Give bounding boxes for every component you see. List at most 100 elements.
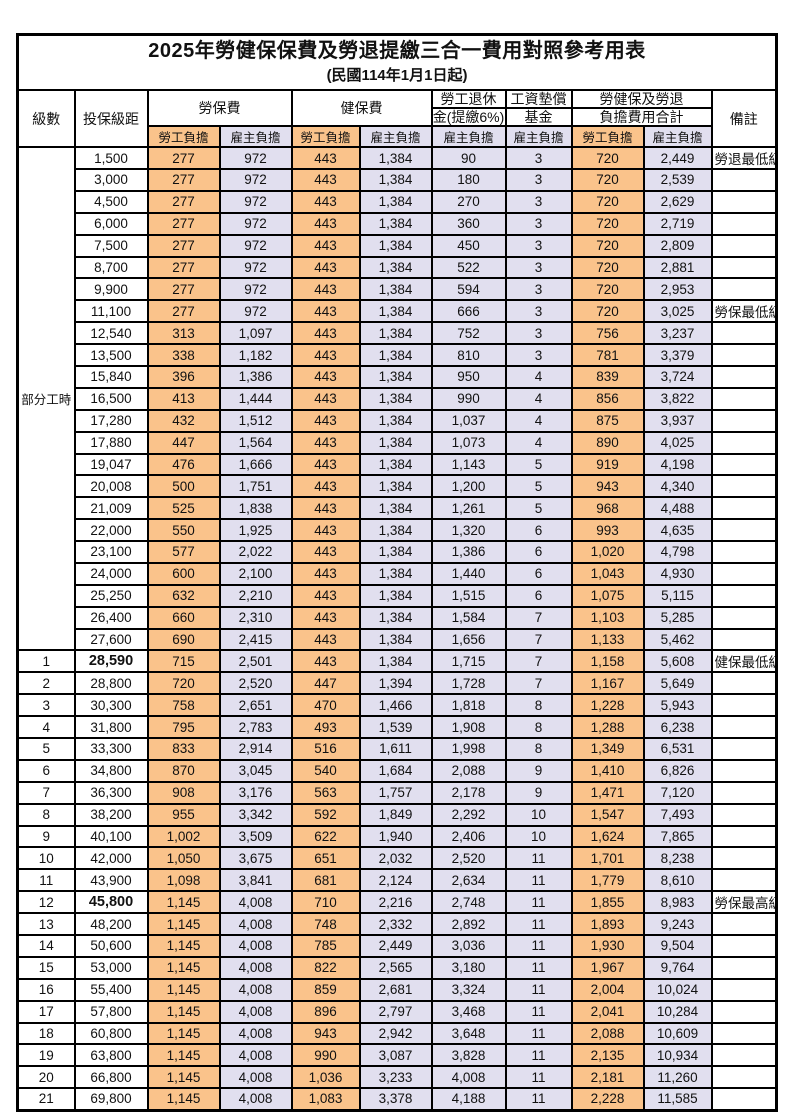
fee-cell: 1,684 bbox=[358, 758, 433, 783]
fee-cell: 1,384 bbox=[358, 430, 433, 455]
fee-cell: 277 bbox=[146, 277, 221, 302]
col-header-total-line2: 負擔費用合計 bbox=[570, 107, 713, 127]
table-row: 17,280 432 1,512 443 1,384 1,037 4 875 3,937 bbox=[18, 408, 778, 433]
table-row: 6 34,800 870 3,045 540 1,684 2,088 9 1,410 6,826 bbox=[16, 758, 778, 783]
fee-cell: 3,378 bbox=[358, 1087, 433, 1111]
fee-cell: 1,083 bbox=[290, 1087, 361, 1111]
bracket-cell: 31,800 bbox=[73, 715, 149, 739]
fee-cell: 2,088 bbox=[430, 758, 507, 783]
bracket-cell: 50,600 bbox=[73, 934, 149, 958]
level-cell: 18 bbox=[16, 1021, 76, 1046]
fee-cell: 720 bbox=[570, 146, 645, 170]
fee-cell: 943 bbox=[570, 474, 645, 499]
fee-cell: 4,798 bbox=[642, 540, 713, 564]
fee-cell: 2,135 bbox=[570, 1043, 645, 1068]
fee-cell: 10,609 bbox=[642, 1021, 713, 1046]
level-cell: 13 bbox=[16, 912, 76, 936]
subheader-row: 勞工負擔 雇主負擔 勞工負擔 雇主負擔 雇主負擔 雇主負擔 勞工負擔 雇主負擔 bbox=[18, 125, 777, 148]
level-cell: 17 bbox=[16, 999, 76, 1024]
fee-cell: 720 bbox=[570, 189, 645, 214]
table-row: 13 48,200 1,145 4,008 748 2,332 2,892 11 1,893 9,… bbox=[16, 912, 778, 936]
remark-cell bbox=[710, 824, 778, 849]
fee-cell: 3,180 bbox=[430, 955, 507, 980]
fee-cell: 1,384 bbox=[358, 408, 433, 433]
fee-cell: 859 bbox=[290, 977, 361, 1002]
fee-cell: 3,237 bbox=[642, 321, 713, 346]
fee-cell: 432 bbox=[146, 408, 221, 433]
fee-cell: 5,285 bbox=[642, 605, 713, 630]
remark-cell bbox=[710, 518, 778, 542]
fee-cell: 2,041 bbox=[570, 999, 645, 1024]
fee-cell: 972 bbox=[218, 277, 293, 302]
fee-cell: 720 bbox=[570, 168, 645, 192]
fee-cell: 10 bbox=[504, 824, 573, 849]
remark-cell bbox=[710, 1065, 778, 1090]
bracket-cell: 1,500 bbox=[73, 146, 149, 170]
fee-cell: 2,520 bbox=[218, 671, 293, 696]
fee-cell: 1,384 bbox=[358, 452, 433, 477]
fee-cell: 6,531 bbox=[642, 737, 713, 761]
fee-cell: 1,145 bbox=[146, 999, 221, 1024]
remark-cell bbox=[710, 255, 778, 280]
bracket-cell: 11,100 bbox=[73, 299, 149, 324]
table-row: 12 45,800 1,145 4,008 710 2,216 2,748 11 1,855 8,… bbox=[16, 890, 778, 915]
fee-cell: 2,719 bbox=[642, 211, 713, 236]
fee-cell: 270 bbox=[430, 189, 507, 214]
fee-cell: 2,520 bbox=[430, 846, 507, 871]
level-cell: 9 bbox=[16, 824, 76, 849]
remark-cell bbox=[710, 233, 778, 258]
col-header-health-insurance: 健保費 bbox=[290, 89, 433, 127]
col-header-pension-line2: 金(提繳6%) bbox=[430, 107, 507, 127]
table-row: 23,100 577 2,022 443 1,384 1,386 6 1,020 4,798 bbox=[18, 540, 778, 564]
fee-cell: 720 bbox=[570, 299, 645, 324]
fee-cell: 752 bbox=[430, 321, 507, 346]
fee-cell: 1,444 bbox=[218, 386, 293, 411]
fee-cell: 3 bbox=[504, 233, 573, 258]
remark-cell bbox=[710, 452, 778, 477]
fee-cell: 4,008 bbox=[218, 1065, 293, 1090]
bracket-cell: 55,400 bbox=[73, 977, 149, 1002]
col-header-wage-fund-line1: 工資墊償 bbox=[504, 89, 573, 109]
table-row: 24,000 600 2,100 443 1,384 1,440 6 1,043 4,930 bbox=[18, 561, 778, 586]
bracket-cell: 36,300 bbox=[73, 780, 149, 805]
fee-cell: 3 bbox=[504, 146, 573, 170]
fee-cell: 4 bbox=[504, 386, 573, 411]
fee-cell: 1,349 bbox=[570, 737, 645, 761]
fee-cell: 1,908 bbox=[430, 715, 507, 739]
header-row-2: 金(提繳6%) 基金 負擔費用合計 bbox=[18, 107, 777, 127]
bracket-cell: 20,008 bbox=[73, 474, 149, 499]
remark-cell bbox=[710, 977, 778, 1002]
fee-cell: 810 bbox=[430, 343, 507, 367]
fee-cell: 2,634 bbox=[430, 868, 507, 893]
fee-cell: 2,216 bbox=[358, 890, 433, 915]
fee-cell: 7,120 bbox=[642, 780, 713, 805]
table-row: 16 55,400 1,145 4,008 859 2,681 3,324 11 2,004 10… bbox=[16, 977, 778, 1002]
remark-cell: 健保最低級距 bbox=[710, 649, 778, 674]
fee-cell: 756 bbox=[570, 321, 645, 346]
fee-cell: 443 bbox=[290, 649, 361, 674]
fee-cell: 3 bbox=[504, 189, 573, 214]
fee-cell: 1,849 bbox=[358, 802, 433, 827]
fee-cell: 500 bbox=[146, 474, 221, 499]
bracket-cell: 17,880 bbox=[73, 430, 149, 455]
fee-cell: 5,649 bbox=[642, 671, 713, 696]
fee-cell: 443 bbox=[290, 540, 361, 564]
fee-cell: 1,261 bbox=[430, 496, 507, 521]
fee-cell: 2,210 bbox=[218, 583, 293, 608]
fee-cell: 1,855 bbox=[570, 890, 645, 915]
fee-cell: 720 bbox=[570, 277, 645, 302]
fee-cell: 990 bbox=[430, 386, 507, 411]
fee-cell: 522 bbox=[430, 255, 507, 280]
fee-cell: 1,512 bbox=[218, 408, 293, 433]
fee-cell: 2,178 bbox=[430, 780, 507, 805]
fee-cell: 1,925 bbox=[218, 518, 293, 542]
bracket-cell: 26,400 bbox=[73, 605, 149, 630]
fee-cell: 720 bbox=[570, 233, 645, 258]
level-cell: 10 bbox=[16, 846, 76, 871]
fee-cell: 10,024 bbox=[642, 977, 713, 1002]
col-header-wage-fund-line2: 基金 bbox=[504, 107, 573, 127]
fee-cell: 1,098 bbox=[146, 868, 221, 893]
fee-cell: 972 bbox=[218, 255, 293, 280]
table-title-cell: 2025年勞健保保費及勞退提繳三合一費用對照參考用表 (民國114年1月1日起) bbox=[16, 33, 778, 91]
